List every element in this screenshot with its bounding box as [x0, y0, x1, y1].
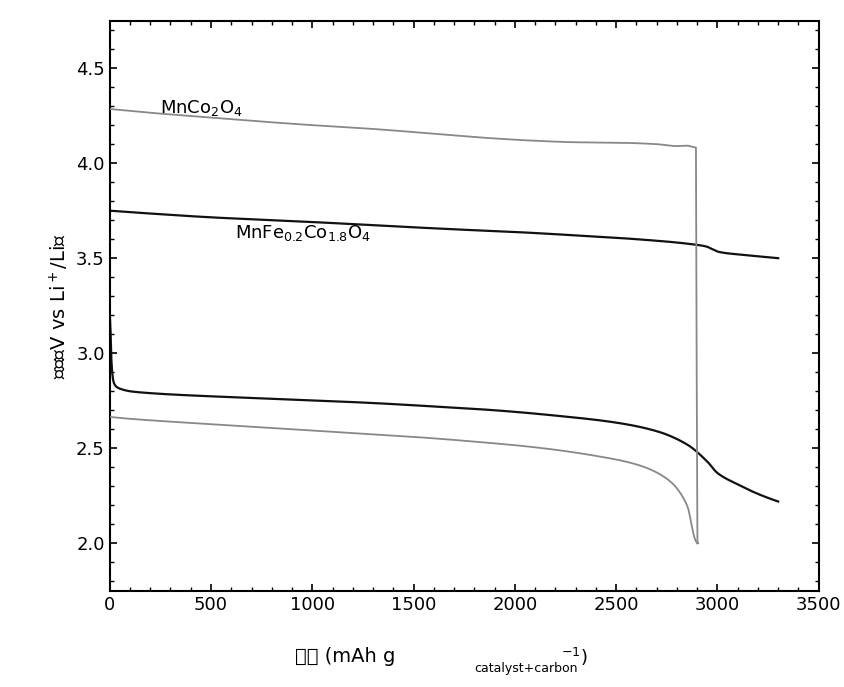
Text: catalyst+carbon: catalyst+carbon	[474, 662, 578, 675]
Text: MnFe$_{0.2}$Co$_{1.8}$O$_4$: MnFe$_{0.2}$Co$_{1.8}$O$_4$	[235, 223, 371, 243]
Y-axis label: 电压（V vs Li$^+$/Li）: 电压（V vs Li$^+$/Li）	[47, 233, 71, 379]
Text: 容量 (mAh g: 容量 (mAh g	[295, 647, 396, 666]
Text: $^{-1}$): $^{-1}$)	[561, 646, 588, 668]
Text: MnCo$_2$O$_4$: MnCo$_2$O$_4$	[160, 98, 243, 118]
